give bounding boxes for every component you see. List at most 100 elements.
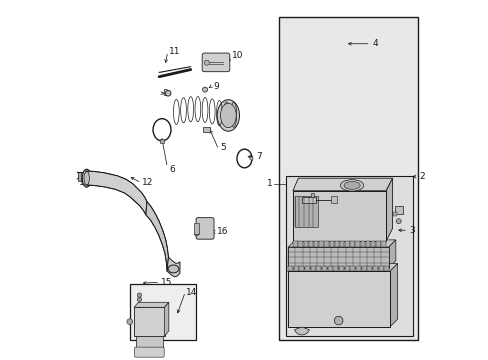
Bar (345, 241, 349, 247)
Polygon shape (145, 202, 168, 271)
Circle shape (334, 316, 342, 325)
Bar (308, 241, 313, 247)
Polygon shape (388, 240, 395, 268)
Bar (378, 266, 383, 271)
Bar (321, 266, 326, 271)
Bar (360, 241, 365, 247)
Bar (78, 172, 81, 181)
Circle shape (137, 293, 142, 297)
Text: 1: 1 (267, 179, 273, 188)
Bar (319, 241, 323, 247)
Text: 2: 2 (419, 172, 424, 181)
Bar (324, 241, 328, 247)
Text: 4: 4 (372, 39, 378, 48)
Text: 14: 14 (186, 288, 197, 297)
Bar (305, 266, 309, 271)
Polygon shape (134, 302, 168, 307)
Bar (349, 266, 355, 271)
Bar (344, 266, 349, 271)
Bar (303, 241, 307, 247)
Bar (338, 266, 343, 271)
Text: 16: 16 (216, 228, 227, 237)
Bar (313, 241, 318, 247)
Polygon shape (287, 264, 397, 271)
Bar (287, 266, 292, 271)
Circle shape (137, 297, 142, 302)
Circle shape (126, 319, 132, 324)
Text: 13: 13 (79, 178, 90, 187)
Polygon shape (386, 178, 392, 241)
Bar (392, 212, 396, 216)
Bar (316, 266, 321, 271)
Bar (361, 266, 366, 271)
Text: 9: 9 (212, 82, 218, 91)
Bar (330, 196, 336, 203)
Text: 15: 15 (161, 278, 172, 287)
Bar (333, 266, 338, 271)
Bar (394, 206, 402, 214)
Bar (287, 271, 389, 327)
Text: 3: 3 (408, 226, 414, 235)
Text: 12: 12 (142, 178, 153, 187)
Bar (339, 241, 344, 247)
Polygon shape (86, 171, 147, 215)
Circle shape (395, 219, 400, 224)
Bar (285, 176, 412, 336)
Bar (349, 241, 354, 247)
Bar (194, 223, 198, 234)
FancyBboxPatch shape (196, 218, 214, 239)
Ellipse shape (84, 171, 89, 185)
Bar (278, 17, 418, 339)
Polygon shape (167, 257, 180, 277)
Polygon shape (292, 178, 392, 191)
Wedge shape (294, 327, 308, 335)
Bar (355, 241, 359, 247)
FancyBboxPatch shape (134, 347, 164, 357)
Bar (370, 241, 375, 247)
Bar (327, 266, 332, 271)
Text: 6: 6 (169, 166, 175, 175)
Bar (294, 196, 317, 226)
Bar (355, 266, 360, 271)
Bar (372, 266, 377, 271)
Ellipse shape (340, 180, 363, 191)
Text: 11: 11 (169, 47, 181, 56)
Bar (129, 284, 196, 339)
Bar (310, 193, 313, 197)
Bar (292, 191, 386, 241)
Bar (203, 127, 210, 132)
Bar (249, 157, 253, 160)
Bar (298, 241, 302, 247)
Text: 10: 10 (231, 51, 243, 60)
Text: 5: 5 (220, 143, 225, 152)
Polygon shape (287, 240, 395, 247)
Polygon shape (389, 264, 397, 327)
Bar (160, 139, 164, 143)
Bar (334, 241, 339, 247)
Bar (365, 241, 369, 247)
Bar (301, 197, 316, 203)
Ellipse shape (344, 181, 360, 189)
Ellipse shape (168, 265, 179, 273)
Bar (329, 241, 333, 247)
Bar (310, 266, 315, 271)
Ellipse shape (220, 103, 236, 128)
Ellipse shape (82, 169, 91, 187)
FancyBboxPatch shape (202, 53, 229, 72)
Bar (293, 241, 297, 247)
Ellipse shape (217, 100, 239, 131)
Bar (381, 241, 385, 247)
Polygon shape (164, 302, 168, 336)
Circle shape (202, 87, 207, 92)
Bar (293, 266, 298, 271)
Bar (287, 247, 388, 268)
Text: 8: 8 (162, 89, 167, 98)
Bar (134, 307, 164, 336)
Bar (384, 266, 388, 271)
Bar (299, 266, 304, 271)
Circle shape (165, 90, 171, 96)
Circle shape (204, 60, 209, 65)
Text: 7: 7 (256, 152, 262, 161)
Bar (375, 241, 380, 247)
Bar (366, 266, 371, 271)
